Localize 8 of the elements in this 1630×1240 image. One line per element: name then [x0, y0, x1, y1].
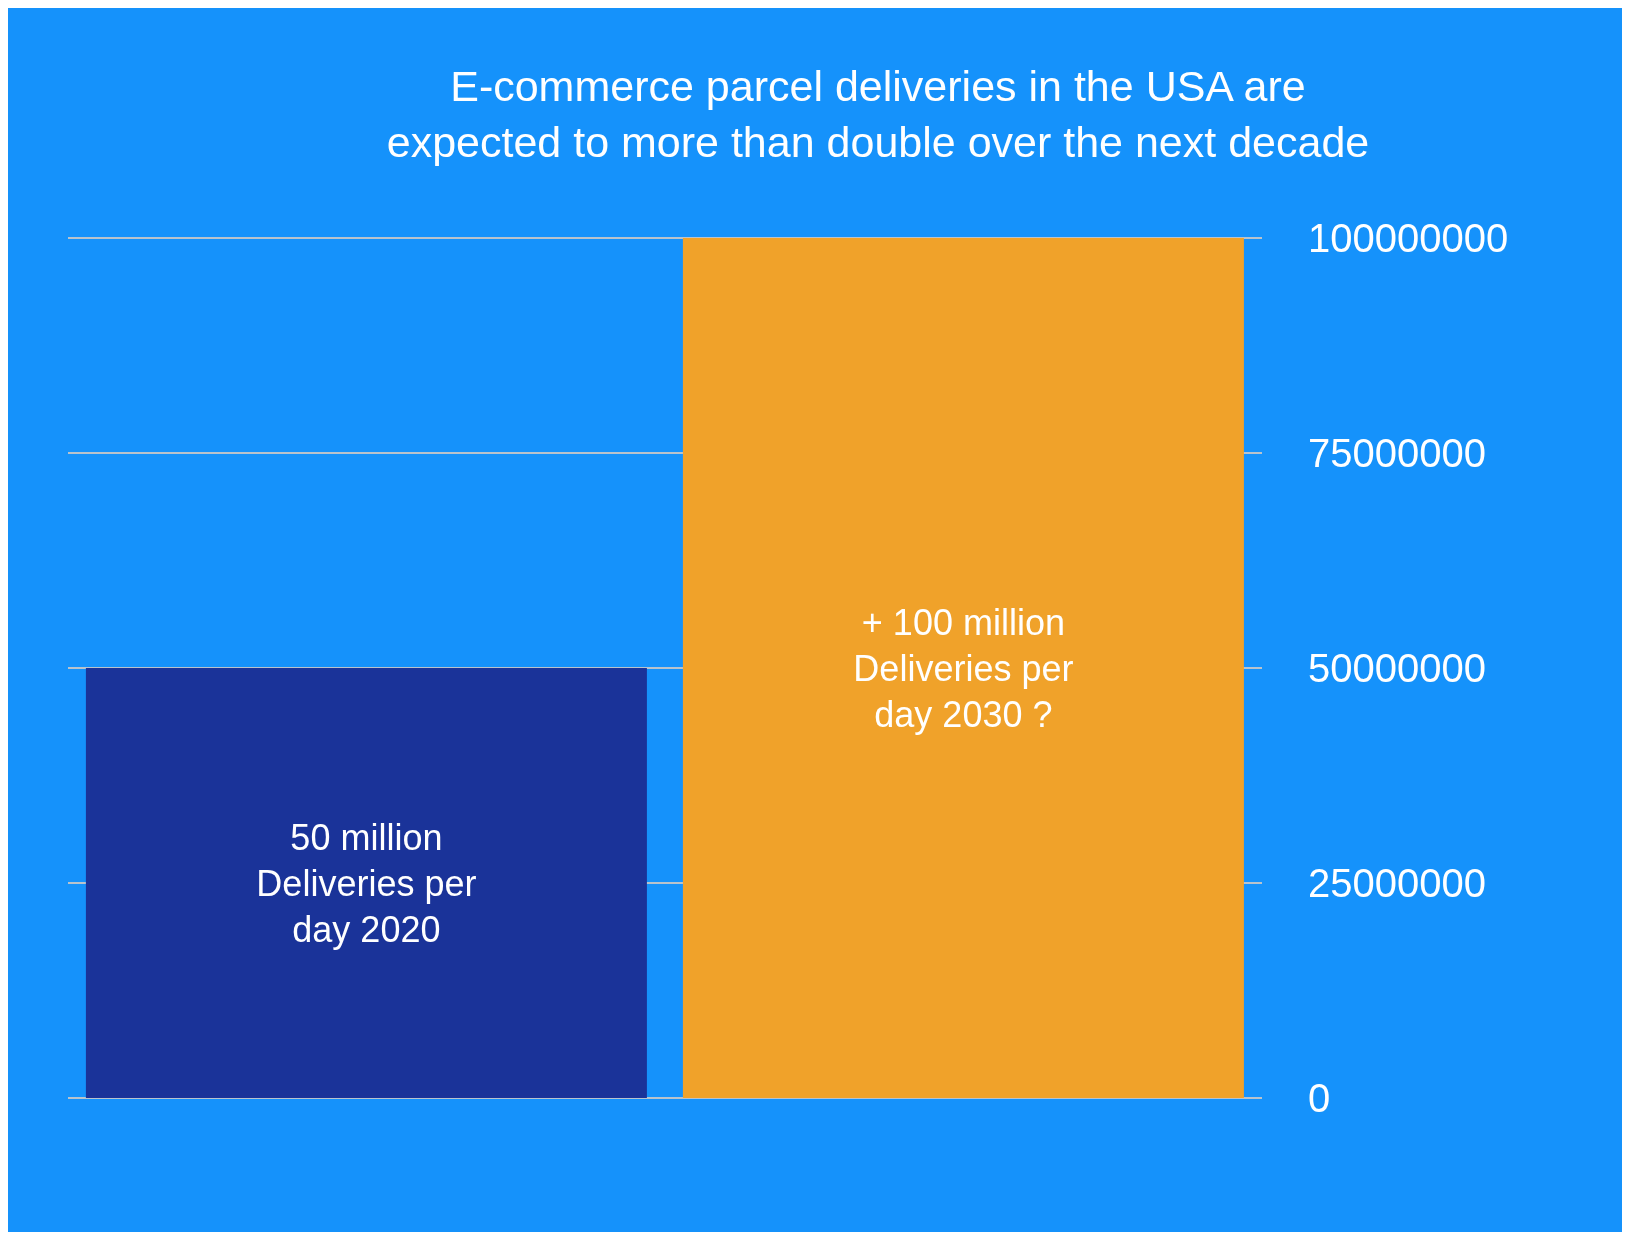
data-label: + 100 million Deliveries per day 2030 ?: [853, 601, 1074, 735]
y-tick-label: 50000000: [1308, 646, 1486, 691]
y-tick-label: 25000000: [1308, 861, 1486, 906]
y-tick-label: 75000000: [1308, 431, 1486, 476]
y-tick-label: 100000000: [1308, 216, 1509, 261]
y-tick-label: 0: [1308, 1076, 1331, 1121]
chart-title: E-commerce parcel deliveries in the USA are expected to more than double over the next decade: [385, 61, 1371, 168]
data-label: 50 million Deliveries per day 2020: [256, 816, 477, 950]
